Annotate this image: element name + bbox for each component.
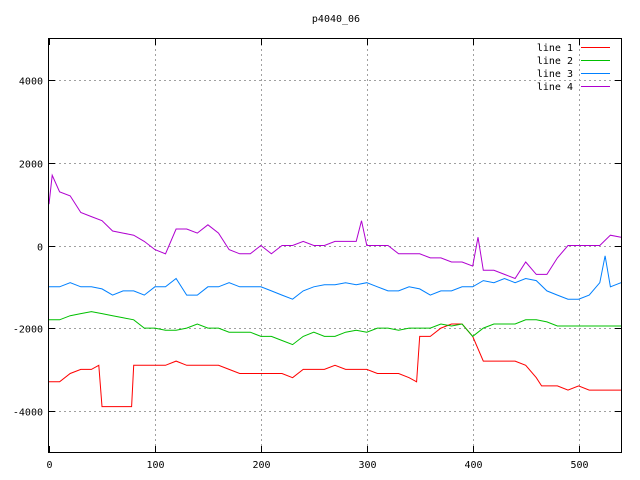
y-tick-label: 4000 <box>19 77 43 88</box>
x-tick-label: 100 <box>146 460 164 471</box>
legend-label: line 4 <box>537 82 573 93</box>
plot-frame <box>48 38 622 453</box>
axis-ticks: 0 100 200 300 400 500 -4000 -2000 0 2000 4000 <box>13 39 621 471</box>
series-line-2-line <box>49 311 621 346</box>
legend-label: line 3 <box>537 69 573 80</box>
chart-title: p4040_06 <box>312 14 360 25</box>
y-tick-label: -4000 <box>13 408 43 419</box>
grid <box>49 39 621 452</box>
series-line-4-line <box>48 173 622 280</box>
series-line-3-line <box>49 255 622 300</box>
legend-label: line 2 <box>537 56 573 67</box>
y-tick-label: 0 <box>37 243 43 254</box>
x-tick-label: 0 <box>46 460 52 471</box>
y-tick-label: -2000 <box>13 325 43 336</box>
x-tick-label: 500 <box>570 460 588 471</box>
series-line-1-line <box>49 323 621 408</box>
series-lines <box>48 173 622 408</box>
legend-label: line 1 <box>537 43 573 54</box>
x-tick-label: 200 <box>252 460 270 471</box>
legend: line 1 line 2 line 3 line 4 <box>537 43 610 93</box>
y-tick-label: 2000 <box>19 160 43 171</box>
x-tick-label: 300 <box>358 460 376 471</box>
x-tick-label: 400 <box>464 460 482 471</box>
